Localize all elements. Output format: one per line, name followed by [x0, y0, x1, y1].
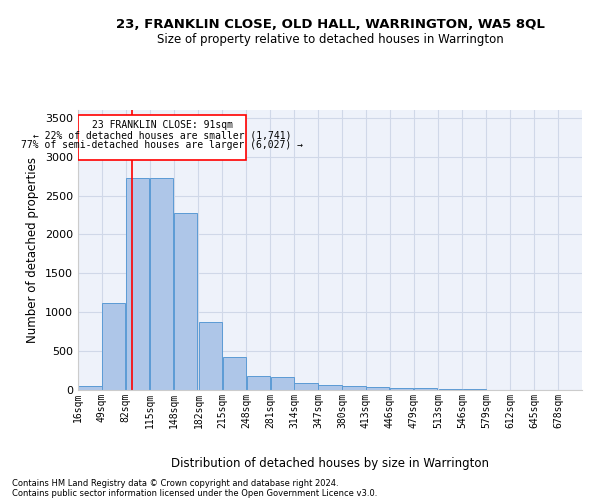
Y-axis label: Number of detached properties: Number of detached properties: [26, 157, 40, 343]
Bar: [79, 386, 101, 390]
Text: Contains public sector information licensed under the Open Government Licence v3: Contains public sector information licen…: [12, 488, 377, 498]
Text: ← 22% of detached houses are smaller (1,741): ← 22% of detached houses are smaller (1,…: [33, 130, 292, 140]
Bar: [439, 389, 462, 390]
Bar: [223, 356, 246, 390]
Text: 23, FRANKLIN CLOSE, OLD HALL, WARRINGTON, WA5 8QL: 23, FRANKLIN CLOSE, OLD HALL, WARRINGTON…: [116, 18, 544, 30]
Bar: [126, 178, 149, 390]
Text: Contains HM Land Registry data © Crown copyright and database right 2024.: Contains HM Land Registry data © Crown c…: [12, 478, 338, 488]
Bar: [102, 303, 125, 390]
Bar: [319, 385, 341, 390]
Bar: [463, 389, 486, 390]
Bar: [199, 322, 222, 390]
Bar: [247, 376, 270, 390]
Bar: [150, 178, 173, 390]
FancyBboxPatch shape: [78, 116, 246, 160]
Bar: [390, 388, 413, 390]
Bar: [295, 383, 317, 390]
Bar: [343, 386, 365, 390]
Bar: [174, 212, 197, 390]
Bar: [366, 387, 389, 390]
Text: 77% of semi-detached houses are larger (6,027) →: 77% of semi-detached houses are larger (…: [21, 140, 303, 150]
Text: Distribution of detached houses by size in Warrington: Distribution of detached houses by size …: [171, 458, 489, 470]
Bar: [414, 388, 437, 390]
Bar: [271, 377, 294, 390]
Text: Size of property relative to detached houses in Warrington: Size of property relative to detached ho…: [157, 32, 503, 46]
Text: 23 FRANKLIN CLOSE: 91sqm: 23 FRANKLIN CLOSE: 91sqm: [92, 120, 233, 130]
